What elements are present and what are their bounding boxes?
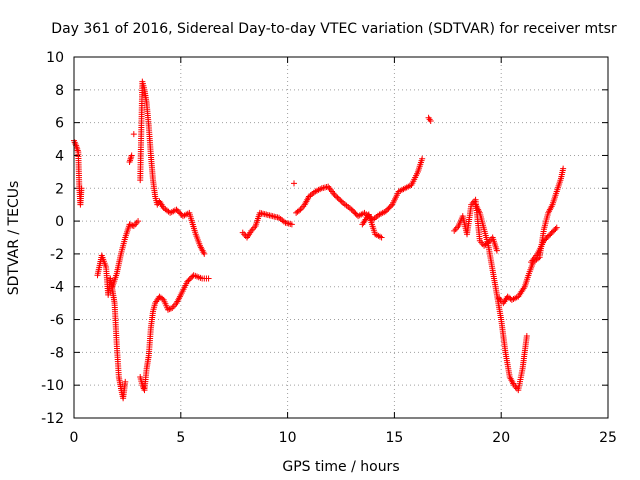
y-tick-label: -12 xyxy=(41,411,64,427)
data-point xyxy=(186,276,193,283)
data-point xyxy=(548,229,555,236)
y-tick-label: -6 xyxy=(50,313,64,329)
data-point xyxy=(552,225,559,232)
data-point xyxy=(382,208,389,215)
y-axis-label: SDTVAR / TECUs xyxy=(6,181,22,296)
grid-lines xyxy=(74,57,608,418)
data-point xyxy=(337,197,344,204)
data-point xyxy=(129,222,136,229)
data-points xyxy=(71,78,567,402)
data-point xyxy=(338,198,345,205)
data-point xyxy=(184,278,191,285)
data-point xyxy=(427,117,434,124)
data-point xyxy=(130,131,137,138)
x-axis-label: GPS time / hours xyxy=(282,459,399,475)
data-point xyxy=(288,221,295,228)
data-point xyxy=(551,227,558,234)
data-point xyxy=(164,306,171,313)
data-point xyxy=(177,210,184,217)
y-tick-label: -10 xyxy=(41,378,64,394)
data-point xyxy=(173,206,180,213)
x-tick-label: 10 xyxy=(279,430,297,446)
y-tick-label: 6 xyxy=(55,116,64,132)
data-point xyxy=(493,247,500,254)
data-point xyxy=(386,204,393,211)
data-point xyxy=(205,275,212,282)
x-tick-label: 20 xyxy=(492,430,510,446)
data-point xyxy=(387,202,394,209)
x-tick-label: 15 xyxy=(385,430,403,446)
data-point xyxy=(560,165,567,172)
data-point xyxy=(419,155,426,162)
data-point xyxy=(523,332,530,339)
data-point xyxy=(201,250,208,257)
y-tick-label: 10 xyxy=(46,50,64,66)
data-point xyxy=(334,194,341,201)
data-point xyxy=(185,277,192,284)
data-point xyxy=(546,232,553,239)
data-point xyxy=(78,185,85,192)
plot-frame xyxy=(73,56,609,419)
y-tick-label: 8 xyxy=(55,83,64,99)
data-point xyxy=(188,274,195,281)
data-point xyxy=(385,205,392,212)
data-point xyxy=(378,234,385,241)
x-tick-label: 0 xyxy=(70,430,79,446)
data-point xyxy=(159,295,166,302)
data-point xyxy=(348,206,355,213)
data-point xyxy=(349,207,356,214)
data-point xyxy=(547,231,554,238)
data-point xyxy=(544,233,551,240)
data-point xyxy=(335,195,342,202)
x-tick-label: 5 xyxy=(176,430,185,446)
data-point xyxy=(127,221,134,228)
data-point xyxy=(176,209,183,216)
data-point xyxy=(126,221,133,228)
data-point xyxy=(553,224,560,231)
y-tick-label: 0 xyxy=(55,214,64,230)
data-point xyxy=(351,209,358,216)
y-tick-label: 4 xyxy=(55,148,64,164)
y-tick-label: 2 xyxy=(55,181,64,197)
data-point xyxy=(384,206,391,213)
data-point xyxy=(549,228,556,235)
data-point xyxy=(543,235,550,242)
data-point xyxy=(331,191,338,198)
data-point xyxy=(542,236,549,243)
data-point xyxy=(174,207,181,214)
data-point xyxy=(128,152,135,159)
data-point xyxy=(122,378,129,385)
data-point xyxy=(291,180,298,187)
y-tick-label: -2 xyxy=(50,247,64,263)
data-point xyxy=(166,306,173,313)
data-point xyxy=(333,193,340,200)
axis-ticks: 0 5 10 15 20 25 -12 -10 -8 -6 -4 -2 0 2 4 6 8 10 xyxy=(41,50,617,446)
data-point xyxy=(352,210,359,217)
data-point xyxy=(135,218,142,225)
data-point xyxy=(295,207,302,214)
y-tick-label: -4 xyxy=(50,280,64,296)
x-tick-label: 25 xyxy=(599,430,617,446)
data-point xyxy=(540,237,547,244)
y-tick-label: -8 xyxy=(50,345,64,361)
chart-title: Day 361 of 2016, Sidereal Day-to-day VTE… xyxy=(51,21,617,37)
